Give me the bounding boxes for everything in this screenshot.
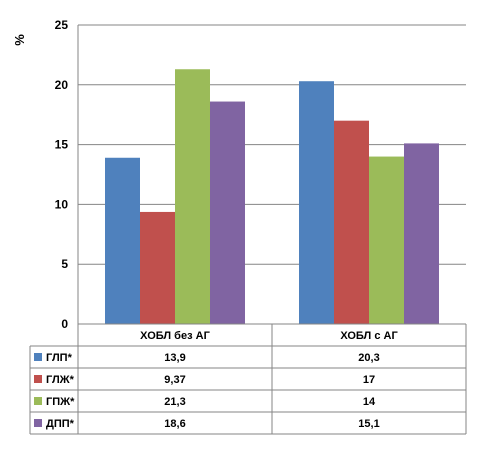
data-label: 20,3 (358, 352, 379, 364)
bars (105, 69, 439, 325)
bar-3-1 (175, 69, 210, 324)
legend-label: ГПЖ* (46, 396, 75, 408)
x-category-label: ХОБЛ с АГ (340, 330, 398, 342)
y-tick-label: 0 (61, 317, 68, 331)
legend-swatch (34, 397, 42, 405)
data-table: ХОБЛ без АГ ХОБЛ с АГ ГЛП* 13,9 20,3 ГЛЖ* 9,37… (29, 323, 467, 435)
y-tick-label: 10 (55, 197, 69, 211)
legend-swatch (34, 353, 42, 361)
bar-3-2 (369, 156, 404, 324)
y-tick-label: 15 (55, 138, 69, 152)
data-label: 18,6 (164, 418, 185, 430)
bar-4-1 (210, 101, 245, 324)
data-label: 13,9 (164, 352, 185, 364)
data-label: 9,37 (164, 374, 185, 386)
data-label: 14 (363, 396, 376, 408)
legend-swatch (34, 419, 42, 427)
bar-1-2 (299, 81, 334, 324)
bar-1-1 (105, 157, 140, 324)
legend-swatch (34, 375, 42, 383)
legend-label: ГЛЖ* (46, 374, 75, 386)
legend-label: ГЛП* (46, 352, 73, 364)
x-category-label: ХОБЛ без АГ (140, 330, 210, 342)
bar-2-1 (140, 211, 175, 324)
y-tick-label: 25 (55, 18, 69, 32)
y-axis-label: % (12, 34, 27, 46)
legend-label: ДПП* (46, 418, 75, 430)
bar-4-2 (404, 143, 439, 324)
y-tick-label: 5 (61, 257, 68, 271)
bar-2-2 (334, 120, 369, 325)
data-label: 17 (363, 374, 375, 386)
y-axis-ticks: 0 5 10 15 20 25 (55, 18, 69, 331)
data-label: 15,1 (358, 418, 379, 430)
data-label: 21,3 (164, 396, 185, 408)
y-tick-label: 20 (55, 78, 69, 92)
